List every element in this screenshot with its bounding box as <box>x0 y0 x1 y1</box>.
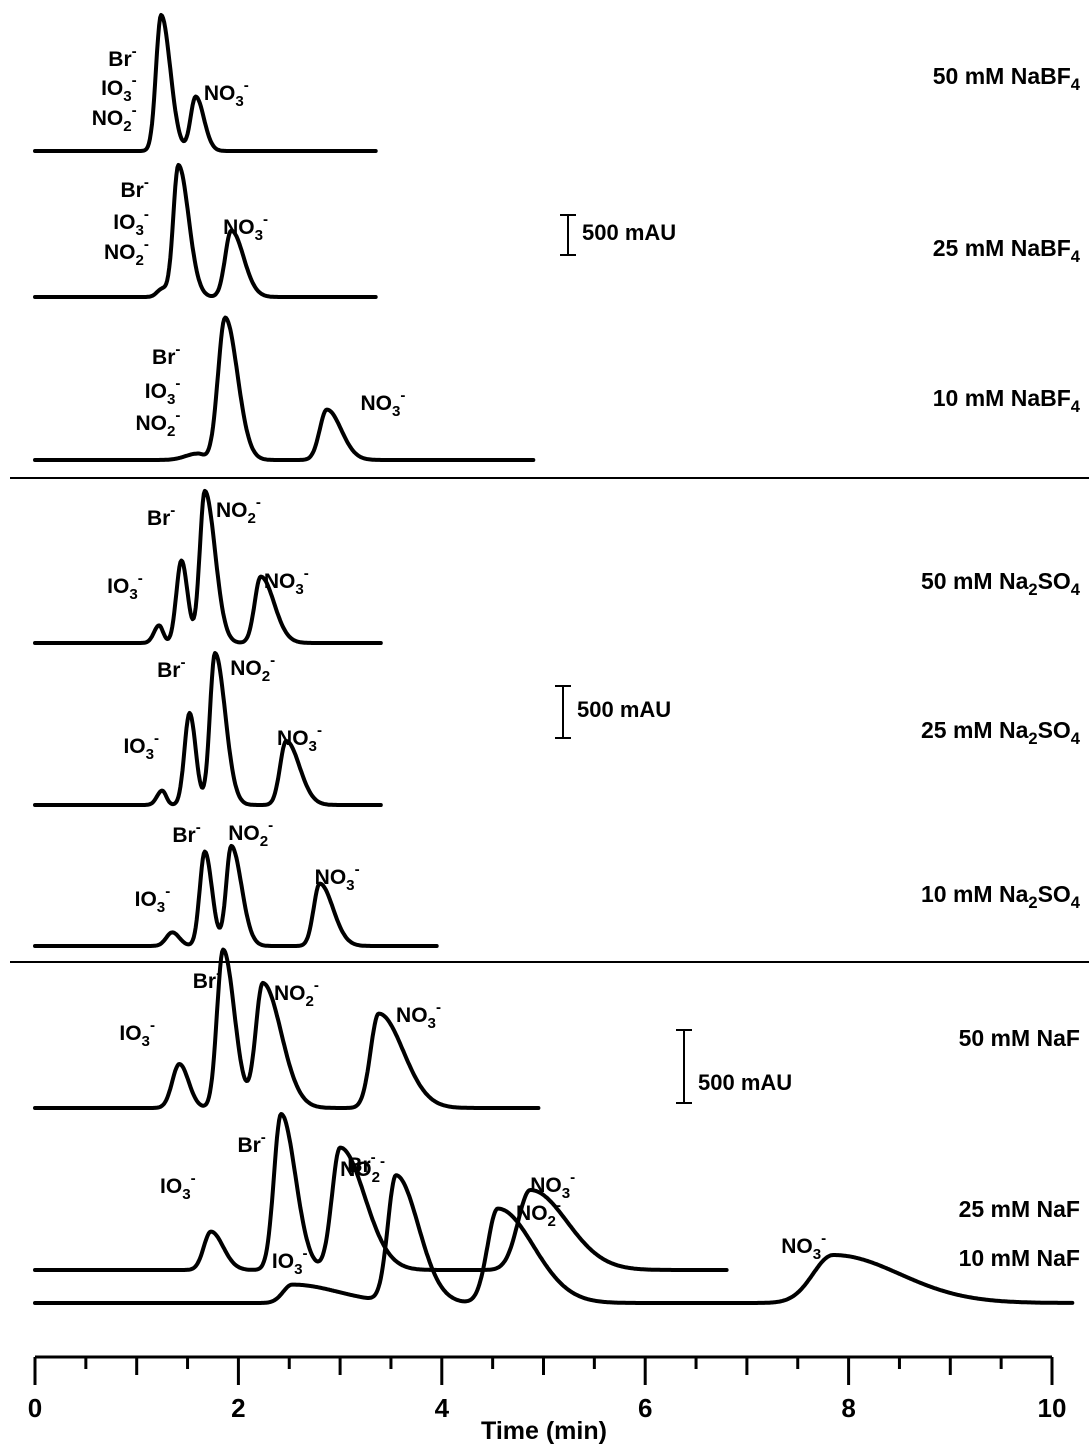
peak-label: IO3​-​ <box>160 1170 196 1203</box>
peak-label: NO3​-​ <box>396 999 441 1032</box>
peak-label: NO2​-​ <box>230 652 275 685</box>
peak-label: NO2​-​ <box>216 494 261 527</box>
x-tick-label: 10 <box>1038 1393 1067 1423</box>
sample-label: 50 mM Na2​SO4​ <box>921 568 1081 599</box>
peak-label: IO3​-​ <box>119 1017 155 1050</box>
peak-label: NO3​-​ <box>204 77 249 110</box>
x-tick-label: 2 <box>231 1393 245 1423</box>
peak-label: NO3​-​ <box>223 211 268 244</box>
peak-label: IO3​-​ <box>145 375 181 408</box>
scale-bars: 500 mAU 500 mAU 500 mAU <box>555 214 792 1104</box>
peak-label: IO3​-​ <box>272 1245 308 1278</box>
x-tick-label: 4 <box>435 1393 450 1423</box>
panel-dividers <box>10 477 1089 963</box>
peak-label: IO3​-​ <box>113 206 149 239</box>
sample-label: 50 mM NaBF4​ <box>933 63 1081 94</box>
sample-label: 10 mM NaBF4​ <box>933 385 1081 416</box>
sample-label: 10 mM NaF <box>959 1245 1080 1271</box>
peak-label: IO3​-​ <box>101 72 137 105</box>
peak-label: NO3​-​ <box>360 387 405 420</box>
x-axis: 0 2 4 6 8 10 <box>28 1355 1067 1423</box>
peak-label: Br-​ <box>193 965 221 993</box>
peak-label: NO3​-​ <box>315 861 360 894</box>
sample-label: 25 mM NaBF4​ <box>933 235 1081 266</box>
peak-labels: Br-​IO3​-​NO2​-​NO3​-​Br-​IO3​-​NO2​-​NO… <box>92 43 826 1278</box>
peak-label: NO2​-​ <box>135 407 180 440</box>
sample-label: 10 mM Na2​SO4​ <box>921 881 1081 912</box>
peak-label: NO2​-​ <box>228 817 273 850</box>
peak-label: IO3​-​ <box>123 730 159 763</box>
chromatogram-trace <box>33 947 541 1110</box>
peak-label: Br-​ <box>108 43 136 71</box>
scale-bar-label: 500 mAU <box>698 1070 792 1095</box>
peak-label: Br-​ <box>237 1129 265 1157</box>
chromatogram-trace <box>33 13 378 153</box>
peak-label: NO3​-​ <box>530 1169 575 1202</box>
x-axis-label: Time (min) <box>481 1417 607 1445</box>
peak-label: Br-​ <box>147 502 175 530</box>
scale-bar-label: 500 mAU <box>577 697 671 722</box>
chromatogram-trace <box>33 488 383 645</box>
chromatogram-traces <box>33 13 1075 1305</box>
peak-label: Br-​ <box>152 341 180 369</box>
peak-label: Br-​ <box>157 654 185 682</box>
chromatogram-trace <box>33 315 536 462</box>
chromatogram-trace <box>33 1112 729 1272</box>
sample-labels: 50 mM NaBF4​ 25 mM NaBF4​ 10 mM NaBF4​ 50 m… <box>921 63 1081 1271</box>
peak-label: NO2​-​ <box>104 236 149 269</box>
peak-label: NO2​-​ <box>516 1197 561 1230</box>
peak-label: NO3​-​ <box>264 565 309 598</box>
chromatogram-trace <box>33 843 439 948</box>
sample-label: 50 mM NaF <box>959 1025 1080 1051</box>
x-tick-label: 0 <box>28 1393 42 1423</box>
chromatogram-trace <box>33 163 378 299</box>
peak-label: NO2​-​ <box>340 1153 385 1186</box>
peak-label: Br-​ <box>172 819 200 847</box>
chromatogram-trace <box>33 1173 1075 1305</box>
sample-label: 25 mM Na2​SO4​ <box>921 717 1081 748</box>
peak-label: Br-​ <box>347 1149 375 1177</box>
peak-label: IO3​-​ <box>107 570 143 603</box>
peak-label: NO3​-​ <box>277 722 322 755</box>
peak-label: IO3​-​ <box>135 883 171 916</box>
peak-label: NO3​-​ <box>781 1230 826 1263</box>
scale-bar-label: 500 mAU <box>582 220 676 245</box>
chromatogram-trace <box>33 651 383 807</box>
sample-label: 25 mM NaF <box>959 1196 1080 1222</box>
peak-label: Br-​ <box>121 174 149 202</box>
x-tick-label: 6 <box>638 1393 652 1423</box>
x-tick-label: 8 <box>841 1393 855 1423</box>
peak-label: NO2​-​ <box>92 102 137 135</box>
peak-label: NO2​-​ <box>274 977 319 1010</box>
